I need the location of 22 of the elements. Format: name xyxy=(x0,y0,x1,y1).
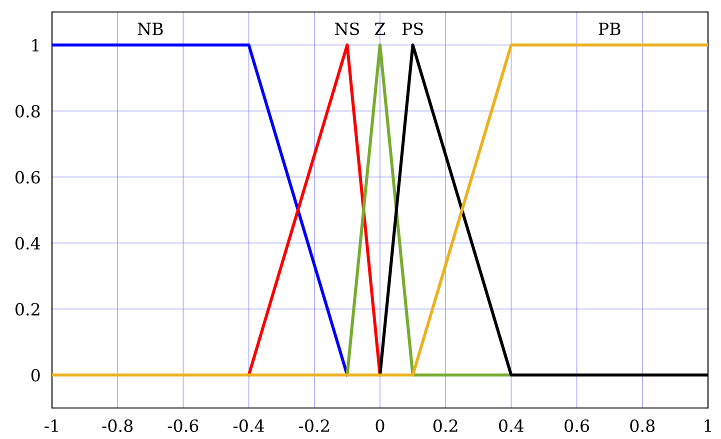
series-label: PB xyxy=(598,22,620,35)
series-label: NB xyxy=(138,22,163,36)
x-tick-label: -0.6 xyxy=(168,419,198,432)
x-tick-label: 0.4 xyxy=(499,419,524,432)
x-tick-label: -1 xyxy=(44,419,58,432)
x-tick-label: 0.2 xyxy=(433,419,458,432)
y-tick-label: 1 xyxy=(32,38,39,52)
x-tick-label: -0.4 xyxy=(233,419,264,432)
y-tick-label: 0 xyxy=(31,368,40,382)
x-tick-label: 0 xyxy=(376,419,384,432)
x-tick-label: 0.8 xyxy=(630,419,655,432)
y-tick-label: 0.6 xyxy=(15,170,40,184)
y-tick-label: 0.4 xyxy=(15,236,40,250)
series-label: NS xyxy=(335,22,359,36)
x-tick-label: 0.6 xyxy=(564,419,590,432)
x-tick-label: -0.8 xyxy=(102,419,133,432)
series-label: Z xyxy=(374,22,386,35)
y-tick-label: 0.8 xyxy=(15,104,40,118)
x-tick-label: 1 xyxy=(704,419,711,432)
y-tick-label: 0.2 xyxy=(15,302,40,316)
series-label: PS xyxy=(402,22,423,36)
x-tick-label: -0.2 xyxy=(299,419,329,432)
